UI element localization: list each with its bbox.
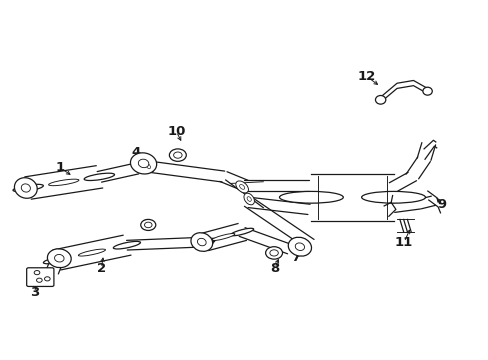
- Circle shape: [141, 219, 156, 230]
- Ellipse shape: [84, 173, 114, 180]
- Ellipse shape: [13, 184, 43, 192]
- Circle shape: [44, 277, 50, 281]
- Ellipse shape: [235, 181, 248, 193]
- Ellipse shape: [78, 249, 105, 256]
- Ellipse shape: [130, 153, 156, 174]
- Text: 9: 9: [436, 198, 446, 211]
- Ellipse shape: [47, 249, 71, 267]
- Text: 11: 11: [394, 236, 412, 249]
- Ellipse shape: [48, 179, 79, 186]
- Text: 12: 12: [357, 70, 375, 83]
- Ellipse shape: [422, 87, 431, 95]
- Text: 3: 3: [29, 286, 39, 299]
- Ellipse shape: [230, 228, 253, 236]
- Text: 4: 4: [132, 146, 141, 159]
- Ellipse shape: [279, 192, 343, 203]
- Circle shape: [269, 250, 278, 256]
- Text: 7: 7: [291, 251, 300, 264]
- Circle shape: [144, 222, 152, 228]
- Ellipse shape: [138, 159, 148, 168]
- Text: 1: 1: [56, 161, 65, 174]
- Circle shape: [173, 152, 182, 158]
- Text: 5: 5: [200, 239, 209, 252]
- Ellipse shape: [193, 238, 216, 246]
- Ellipse shape: [197, 238, 206, 246]
- Ellipse shape: [244, 193, 254, 205]
- Ellipse shape: [55, 255, 64, 262]
- Ellipse shape: [21, 184, 30, 192]
- Ellipse shape: [43, 256, 70, 264]
- Text: 8: 8: [270, 262, 279, 275]
- Ellipse shape: [239, 185, 244, 189]
- Text: 6: 6: [141, 219, 150, 231]
- Ellipse shape: [15, 178, 37, 198]
- Text: 10: 10: [167, 125, 185, 138]
- Ellipse shape: [361, 192, 425, 203]
- Ellipse shape: [146, 164, 150, 168]
- FancyBboxPatch shape: [27, 268, 54, 287]
- Text: 2: 2: [97, 262, 106, 275]
- Ellipse shape: [246, 197, 251, 201]
- Ellipse shape: [288, 237, 311, 256]
- Circle shape: [37, 278, 42, 282]
- Ellipse shape: [142, 160, 154, 172]
- Ellipse shape: [113, 242, 140, 249]
- Circle shape: [169, 149, 186, 161]
- Ellipse shape: [295, 243, 304, 251]
- Circle shape: [265, 247, 282, 259]
- Ellipse shape: [375, 95, 385, 104]
- Ellipse shape: [211, 234, 234, 240]
- Ellipse shape: [190, 233, 212, 251]
- Circle shape: [34, 271, 40, 275]
